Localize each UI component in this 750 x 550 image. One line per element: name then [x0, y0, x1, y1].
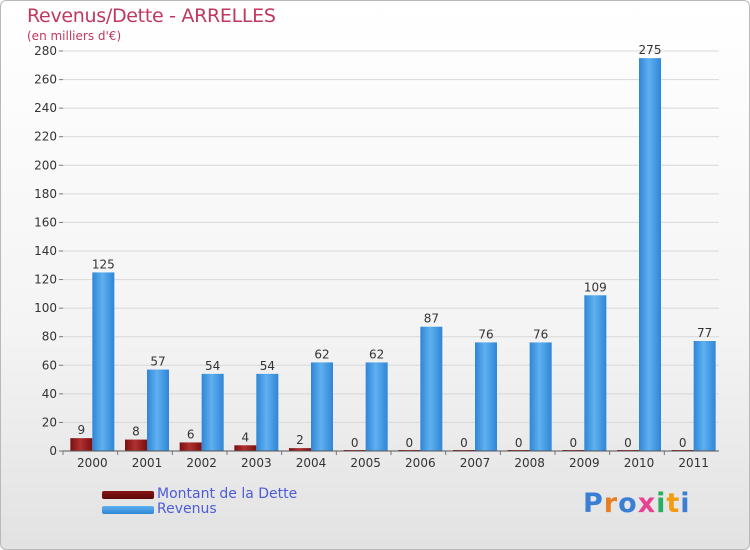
- y-axis-ticks: 0 20 40 60 80 100 120 140 160 180 200 220 240 260 280: [34, 44, 63, 458]
- data-label-debt-2009: 0: [570, 436, 578, 450]
- data-label-debt-2002: 6: [187, 427, 195, 441]
- data-label-debt-2006: 0: [406, 436, 414, 450]
- x-axis-ticks: 2000 2001 2002 2003 2004 2005 2006 2007 2008 2009…: [62, 451, 709, 470]
- data-labels: 9 125 8 57 6 54 4 54 2 62 0 62 0 87 0 76 0 76 0 109 0 275 0 77: [78, 43, 713, 450]
- y-tick-label-0: 0: [49, 444, 57, 458]
- x-tick-label-2000: 2000: [77, 456, 108, 470]
- bar-revenue-2003: [256, 373, 279, 451]
- data-label-revenue-2002: 54: [205, 359, 220, 373]
- data-label-revenue-2001: 57: [150, 355, 165, 369]
- x-tick-label-2001: 2001: [132, 456, 163, 470]
- bar-revenue-2004: [311, 362, 333, 451]
- x-tick-label-2004: 2004: [296, 456, 327, 470]
- x-tick-label-2002: 2002: [186, 456, 217, 470]
- bars: [70, 58, 716, 452]
- x-tick-label-2003: 2003: [241, 456, 272, 470]
- logo-letter: P: [583, 488, 604, 519]
- y-tick-label-200: 200: [34, 158, 57, 172]
- legend-label-debt: Montant de la Dette: [157, 486, 298, 502]
- x-tick-label-2008: 2008: [514, 456, 545, 470]
- x-tick-label-2006: 2006: [405, 456, 436, 470]
- y-tick-label-20: 20: [42, 415, 57, 429]
- y-tick-label-60: 60: [42, 358, 57, 372]
- grid-lines: [63, 50, 719, 423]
- data-label-revenue-2000: 125: [92, 257, 115, 271]
- bar-debt-2004: [289, 448, 311, 451]
- data-label-debt-2010: 0: [624, 436, 632, 450]
- bar-debt-2000: [70, 438, 93, 451]
- chart-title: Revenus/Dette - ARRELLES: [27, 5, 276, 27]
- bar-revenue-2006: [420, 326, 443, 451]
- proxiti-logo: Proxiti: [583, 488, 691, 519]
- data-label-revenue-2003: 54: [260, 359, 275, 373]
- bar-revenue-2010: [639, 58, 661, 452]
- logo-letter: t: [666, 488, 681, 519]
- bar-revenue-2005: [365, 362, 388, 451]
- logo-letter: i: [680, 488, 691, 519]
- data-label-debt-2000: 9: [78, 423, 86, 437]
- bar-revenue-2001: [147, 369, 169, 451]
- data-label-debt-2001: 8: [132, 425, 140, 439]
- data-label-revenue-2005: 62: [369, 347, 384, 361]
- bar-revenue-2008: [529, 342, 552, 451]
- legend-swatch-debt: [102, 491, 154, 499]
- x-tick-label-2011: 2011: [678, 456, 709, 470]
- x-tick-label-2010: 2010: [624, 456, 655, 470]
- x-tick-label-2005: 2005: [350, 456, 381, 470]
- data-label-revenue-2008: 76: [533, 327, 548, 341]
- bar-debt-2001: [125, 439, 147, 451]
- legend-label-revenue: Revenus: [157, 501, 217, 517]
- bar-debt-2003: [234, 445, 257, 451]
- data-label-revenue-2004: 62: [314, 347, 329, 361]
- y-tick-label-220: 220: [34, 130, 57, 144]
- legend-swatch-revenue: [102, 506, 154, 514]
- y-tick-label-120: 120: [34, 273, 57, 287]
- bar-revenue-2011: [693, 341, 716, 451]
- y-tick-label-280: 280: [34, 44, 57, 58]
- data-label-debt-2005: 0: [351, 436, 359, 450]
- logo-letter: o: [618, 488, 638, 519]
- data-label-revenue-2007: 76: [478, 327, 493, 341]
- data-label-revenue-2006: 87: [424, 312, 439, 326]
- x-tick-label-2007: 2007: [460, 456, 491, 470]
- bar-revenue-2007: [475, 342, 497, 451]
- logo-letter: r: [603, 488, 619, 519]
- x-tick-label-2009: 2009: [569, 456, 600, 470]
- data-label-revenue-2010: 275: [639, 43, 662, 57]
- y-tick-label-80: 80: [42, 330, 57, 344]
- y-tick-label-100: 100: [34, 301, 57, 315]
- y-tick-label-240: 240: [34, 101, 57, 115]
- y-tick-label-140: 140: [34, 244, 57, 258]
- logo-letter: i: [656, 488, 667, 519]
- bar-revenue-2000: [92, 272, 115, 451]
- logo-letter: x: [637, 488, 657, 519]
- y-tick-label-40: 40: [42, 387, 57, 401]
- y-tick-label-160: 160: [34, 215, 57, 229]
- chart-subtitle: (en milliers d'€): [27, 29, 122, 43]
- y-tick-label-260: 260: [34, 73, 57, 87]
- data-label-debt-2011: 0: [679, 436, 687, 450]
- data-label-debt-2007: 0: [460, 436, 468, 450]
- data-label-debt-2003: 4: [242, 430, 250, 444]
- bar-revenue-2009: [584, 295, 607, 451]
- data-label-debt-2008: 0: [515, 436, 523, 450]
- y-tick-label-180: 180: [34, 187, 57, 201]
- bar-debt-2002: [179, 442, 202, 451]
- data-label-debt-2004: 2: [296, 433, 304, 447]
- bar-revenue-2002: [201, 373, 224, 451]
- data-label-revenue-2009: 109: [584, 280, 607, 294]
- data-label-revenue-2011: 77: [697, 326, 712, 340]
